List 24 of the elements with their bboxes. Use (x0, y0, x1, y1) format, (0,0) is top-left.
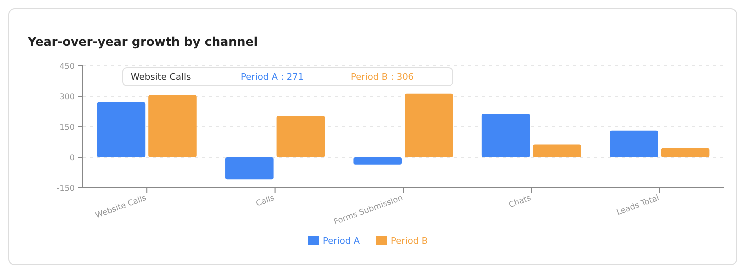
bar (97, 102, 146, 158)
x-tick-label: Calls (254, 193, 276, 208)
bar (226, 158, 274, 180)
bar (482, 114, 530, 158)
bar (276, 116, 326, 158)
y-tick-label: 0 (70, 153, 75, 162)
bar (661, 148, 710, 158)
legend-label: Period B (391, 237, 428, 247)
x-tick-label: Chats (508, 193, 532, 210)
annotation: Website Calls (131, 73, 192, 83)
bar (533, 144, 582, 158)
annotation: Period A : 271 (241, 73, 304, 83)
y-tick-label: 450 (60, 62, 75, 71)
bar (405, 94, 454, 158)
chart-title: Year-over-year growth by channel (27, 35, 258, 49)
y-tick-label: 300 (60, 92, 75, 102)
y-tick-label: 150 (60, 122, 75, 132)
legend-label: Period A (323, 237, 361, 247)
y-tick-label: -150 (56, 184, 75, 193)
x-tick-label: Leads Total (616, 193, 661, 218)
bar (148, 95, 197, 158)
annotation: Period B : 306 (351, 73, 414, 83)
bar (354, 158, 402, 165)
bar (610, 130, 658, 158)
